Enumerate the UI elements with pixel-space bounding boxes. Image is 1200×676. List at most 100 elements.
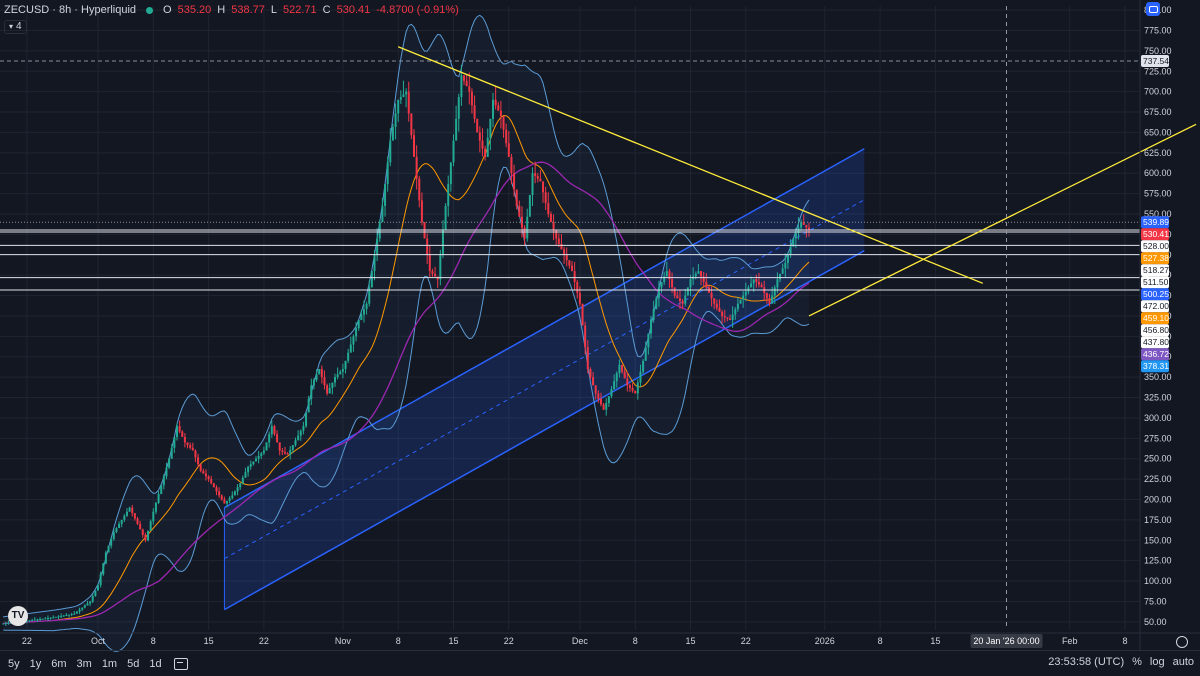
candle-body — [399, 97, 402, 100]
price-label-badge — [1141, 240, 1169, 253]
tf-5d[interactable]: 5d — [127, 657, 140, 670]
y-tick-label: 600.00 — [1144, 168, 1172, 178]
candle-body — [484, 148, 487, 157]
candle-body — [515, 189, 518, 206]
candle-body — [186, 442, 189, 446]
candle-body — [526, 216, 529, 239]
percent-toggle[interactable]: % — [1132, 656, 1142, 668]
candle-body — [723, 315, 726, 318]
candle-body — [449, 162, 452, 185]
close-label: C — [322, 4, 331, 16]
tf-1d[interactable]: 1d — [149, 657, 162, 670]
candle-body — [486, 137, 489, 157]
candle-body — [31, 619, 34, 621]
candle-body — [323, 377, 326, 386]
tf-6m[interactable]: 6m — [51, 657, 67, 670]
candle-body — [262, 450, 265, 454]
candle-body — [494, 99, 497, 106]
candle-body — [207, 476, 210, 480]
candle-body — [802, 222, 805, 225]
candle-body — [547, 203, 550, 214]
snapshot-icon[interactable] — [1146, 2, 1160, 16]
tradingview-logo-icon[interactable]: TV — [8, 606, 28, 626]
open-label: O — [163, 4, 172, 16]
candle-body — [402, 94, 405, 98]
chevron-down-icon: ▾ — [9, 22, 14, 31]
candle-body — [518, 205, 521, 217]
candle-body — [460, 75, 463, 98]
candle-body — [78, 609, 81, 612]
candle-body — [407, 91, 410, 114]
candle-body — [44, 618, 47, 620]
candle-body — [389, 140, 392, 163]
candle-body — [65, 615, 68, 617]
candle-body — [434, 273, 437, 277]
candle-body — [736, 303, 739, 310]
candle-body — [534, 173, 537, 176]
price-label-badge — [1141, 288, 1169, 301]
tf-1y[interactable]: 1y — [29, 657, 42, 670]
candle-body — [615, 373, 618, 382]
candle-body — [89, 601, 92, 604]
candle-body — [513, 173, 516, 190]
candle-body — [341, 368, 344, 372]
tf-3m[interactable]: 3m — [76, 657, 92, 670]
candle-body — [370, 271, 373, 288]
candle-body — [563, 249, 566, 255]
candle-body — [502, 116, 505, 130]
candle-body — [291, 445, 294, 450]
auto-toggle[interactable]: auto — [1172, 656, 1194, 668]
candle-body — [618, 364, 621, 374]
candle-body — [54, 616, 57, 618]
candle-body — [239, 483, 242, 488]
candle-body — [657, 287, 660, 299]
bollinger-upper — [3, 14, 810, 618]
candle-body — [584, 325, 587, 348]
candle-body — [349, 344, 352, 353]
candle-body — [99, 574, 102, 586]
gear-icon[interactable] — [1176, 636, 1188, 648]
candle-body — [165, 467, 168, 477]
candle-body — [302, 426, 305, 431]
tf-1m[interactable]: 1m — [101, 657, 118, 670]
indicators-toggle[interactable]: ▾ 4 — [4, 20, 27, 34]
price-label-badge — [1141, 336, 1169, 349]
candle-body — [726, 317, 729, 319]
clock[interactable]: 23:53:58 (UTC) — [1048, 656, 1125, 668]
tf-5y[interactable]: 5y — [8, 657, 20, 670]
candle-body — [397, 99, 400, 114]
candle-body — [286, 453, 289, 455]
candle-body — [49, 617, 52, 619]
candle-body — [542, 181, 545, 193]
candle-body — [413, 135, 415, 157]
candle-body — [702, 276, 705, 282]
candle-body — [139, 523, 142, 530]
y-tick-label: 225.00 — [1144, 474, 1172, 484]
candle-body — [91, 596, 94, 602]
candle-body — [270, 426, 273, 435]
change-value: -4.8700 (-0.91%) — [376, 4, 459, 16]
candle-body — [463, 75, 466, 81]
bollinger-fill — [3, 15, 809, 652]
candle-body — [539, 178, 542, 182]
calendar-icon[interactable] — [173, 657, 188, 670]
candle-body — [597, 393, 600, 399]
candle-body — [183, 436, 186, 443]
symbol-title[interactable]: ZECUSD · 8h · Hyperliquid — [4, 4, 137, 16]
price-label-text: 436.72 — [1143, 349, 1169, 359]
market-status-icon — [146, 6, 154, 14]
candle-body — [549, 214, 552, 223]
y-tick-label: 750.00 — [1144, 46, 1172, 56]
candle-body — [592, 377, 595, 386]
candle-body — [36, 619, 39, 621]
candle-body — [639, 371, 642, 383]
price-label-badge — [1141, 264, 1169, 277]
candle-body — [33, 619, 36, 621]
candle-body — [507, 143, 510, 157]
log-toggle[interactable]: log — [1149, 656, 1165, 668]
candle-body — [439, 254, 442, 280]
candle-body — [352, 336, 355, 345]
candle-body — [613, 381, 616, 390]
candle-body — [334, 377, 336, 383]
